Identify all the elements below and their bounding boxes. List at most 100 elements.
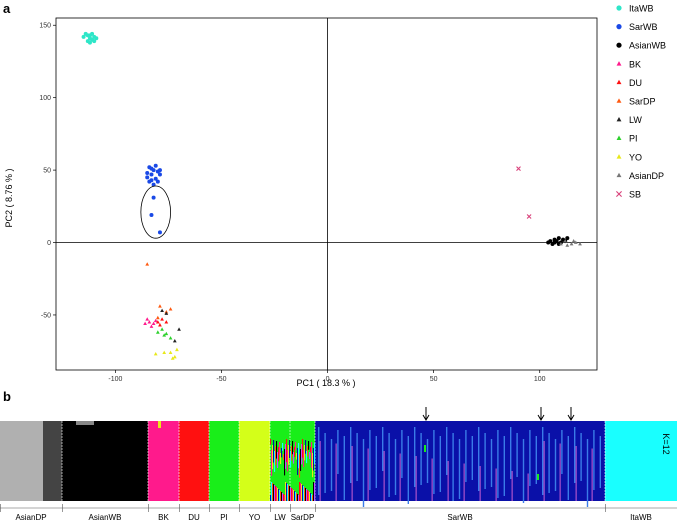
legend-label-asianwb: AsianWB [629, 41, 666, 51]
data-point [149, 178, 154, 183]
admixture-segment [591, 448, 593, 501]
admixture-segment [295, 442, 297, 451]
admixture-segment [274, 451, 276, 472]
admixture-segment [276, 441, 278, 459]
data-point [145, 317, 150, 321]
admixture-segment [281, 492, 283, 501]
data-point [160, 317, 164, 321]
admixture-segment [567, 436, 569, 500]
data-point [177, 327, 181, 331]
series-yo [153, 347, 179, 360]
data-point [87, 33, 92, 38]
admixture-segment [318, 427, 320, 495]
legend-label-bk: BK [629, 59, 641, 69]
data-point [87, 36, 92, 41]
admixture-segment [292, 489, 294, 501]
admixture-segment [285, 482, 287, 501]
admixture-segment [537, 474, 539, 480]
admixture-segment [426, 439, 429, 483]
admixture-segment [270, 495, 272, 501]
bar-asiandp [0, 421, 43, 501]
data-point [578, 241, 582, 246]
admixture-segment [415, 456, 417, 501]
series-du [155, 317, 169, 327]
admixture-segment [297, 448, 299, 475]
admixture-segment [76, 421, 94, 425]
admixture-segment [300, 449, 302, 471]
legend-label-sardp: SarDP [629, 97, 656, 107]
arrow-head [422, 414, 430, 421]
series-lw [160, 308, 181, 343]
data-point [168, 336, 173, 340]
group-label-du: DU [188, 513, 200, 522]
series-sarwb [145, 163, 162, 235]
admixture-segment [271, 450, 273, 476]
admixture-segment [299, 482, 301, 501]
admixture-segment [287, 484, 289, 501]
data-point [563, 239, 568, 243]
admixture-segment [274, 485, 276, 501]
admixture-segment [286, 483, 288, 501]
bar-itawb [605, 421, 677, 501]
group-label-sardp: SarDP [291, 513, 315, 522]
admixture-segment [312, 495, 314, 501]
bar-du [179, 421, 209, 501]
admixture-segment [284, 495, 286, 501]
admixture-segment [362, 439, 365, 507]
x-tick-label: 100 [534, 376, 546, 383]
legend-label-asiandp: AsianDP [629, 171, 664, 181]
admixture-segment [306, 451, 308, 464]
legend-marker-yo [616, 154, 622, 159]
admixture-segment [503, 436, 505, 496]
data-point [164, 331, 169, 336]
data-point [172, 338, 177, 343]
admixture-segment [305, 488, 307, 501]
admixture-segment [305, 440, 307, 454]
admixture-segment [310, 447, 312, 453]
admixture-segment [284, 449, 286, 476]
admixture-segment [382, 427, 384, 471]
series-asiandp [559, 239, 582, 247]
admixture-segment [337, 430, 339, 474]
data-point [160, 308, 164, 312]
admixture-segment [324, 433, 326, 493]
data-point [143, 321, 147, 326]
admixture-segment [543, 441, 545, 501]
admixture-segment [484, 433, 486, 489]
admixture-segment [559, 443, 561, 501]
group-label-asianwb: AsianWB [89, 513, 122, 522]
admixture-segment [283, 454, 285, 461]
admixture-segment [388, 433, 390, 497]
admixture-segment [312, 453, 314, 478]
admixture-segment [281, 448, 283, 458]
series-pi [155, 327, 173, 340]
data-point [168, 350, 173, 354]
admixture-segment [271, 482, 273, 501]
legend-label-pi: PI [629, 134, 638, 144]
legend-marker-lw [616, 116, 622, 122]
admixture-segment [330, 439, 333, 491]
admixture-segment [343, 436, 345, 500]
data-points [81, 31, 582, 360]
data-point [175, 347, 179, 352]
admixture-segment [407, 436, 409, 504]
x-tick-label: 50 [430, 376, 438, 383]
admixture-segment [310, 493, 312, 501]
admixture-segment [302, 439, 304, 458]
admixture-segment [561, 430, 563, 474]
legend-marker-pi [616, 135, 622, 140]
admixture-segment [307, 446, 309, 457]
data-point [85, 39, 90, 44]
admixture-segment [293, 490, 295, 501]
data-point [155, 320, 160, 324]
data-point [546, 240, 551, 245]
admixture-segment [311, 494, 313, 501]
admixture-segment [272, 445, 274, 470]
admixture-segment [300, 483, 302, 501]
panel-label-a: a [3, 1, 11, 16]
admixture-segment [290, 487, 292, 501]
admixture-segment [446, 427, 448, 475]
admixture-segment [575, 446, 577, 501]
zero-axis-lines [56, 18, 597, 370]
data-point [526, 214, 532, 219]
